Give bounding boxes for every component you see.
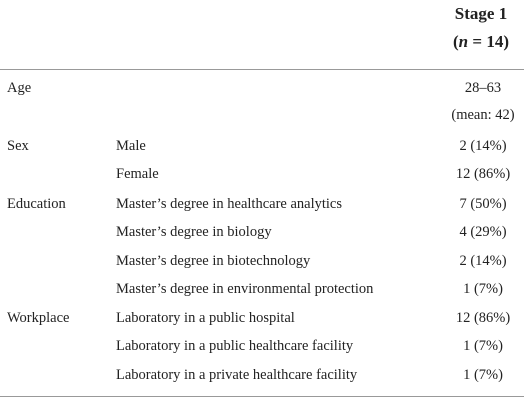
row-value: 1 (7%) xyxy=(463,338,503,354)
row-item: Master’s degree in biology xyxy=(116,224,272,240)
n-symbol: n xyxy=(458,32,469,51)
row-item: Master’s degree in healthcare analytics xyxy=(116,196,342,212)
row-value: 12 (86%) xyxy=(455,166,511,182)
row-group: Workplace xyxy=(7,310,70,326)
header-rule xyxy=(0,69,524,70)
row-group: Sex xyxy=(7,138,29,154)
row-item: Female xyxy=(116,166,159,182)
row-value: 4 (29%) xyxy=(459,224,507,240)
bottom-rule xyxy=(0,396,524,397)
row-group: Age xyxy=(7,80,32,96)
header-subtitle: (n = 14) xyxy=(411,30,524,54)
count: = 14) xyxy=(468,32,509,51)
row-item: Master’s degree in environmental protect… xyxy=(116,281,374,297)
row-item: Master’s degree in biotechnology xyxy=(116,253,311,269)
row-item: Male xyxy=(116,138,146,154)
row-value: (mean: 42) xyxy=(451,107,515,123)
row-value: 7 (50%) xyxy=(459,196,507,212)
header-title: Stage 1 xyxy=(454,4,508,23)
row-value: 28–63 xyxy=(464,80,502,96)
row-value: 2 (14%) xyxy=(459,138,507,154)
row-item: Laboratory in a public healthcare facili… xyxy=(116,338,354,354)
row-value: 12 (86%) xyxy=(455,310,511,326)
row-value: 1 (7%) xyxy=(463,367,503,383)
paren: ( xyxy=(453,32,459,51)
row-item: Laboratory in a public hospital xyxy=(116,310,295,326)
row-item: Laboratory in a private healthcare facil… xyxy=(116,367,358,383)
row-value: 2 (14%) xyxy=(459,253,507,269)
row-value: 1 (7%) xyxy=(463,281,503,297)
row-group: Education xyxy=(7,196,66,212)
